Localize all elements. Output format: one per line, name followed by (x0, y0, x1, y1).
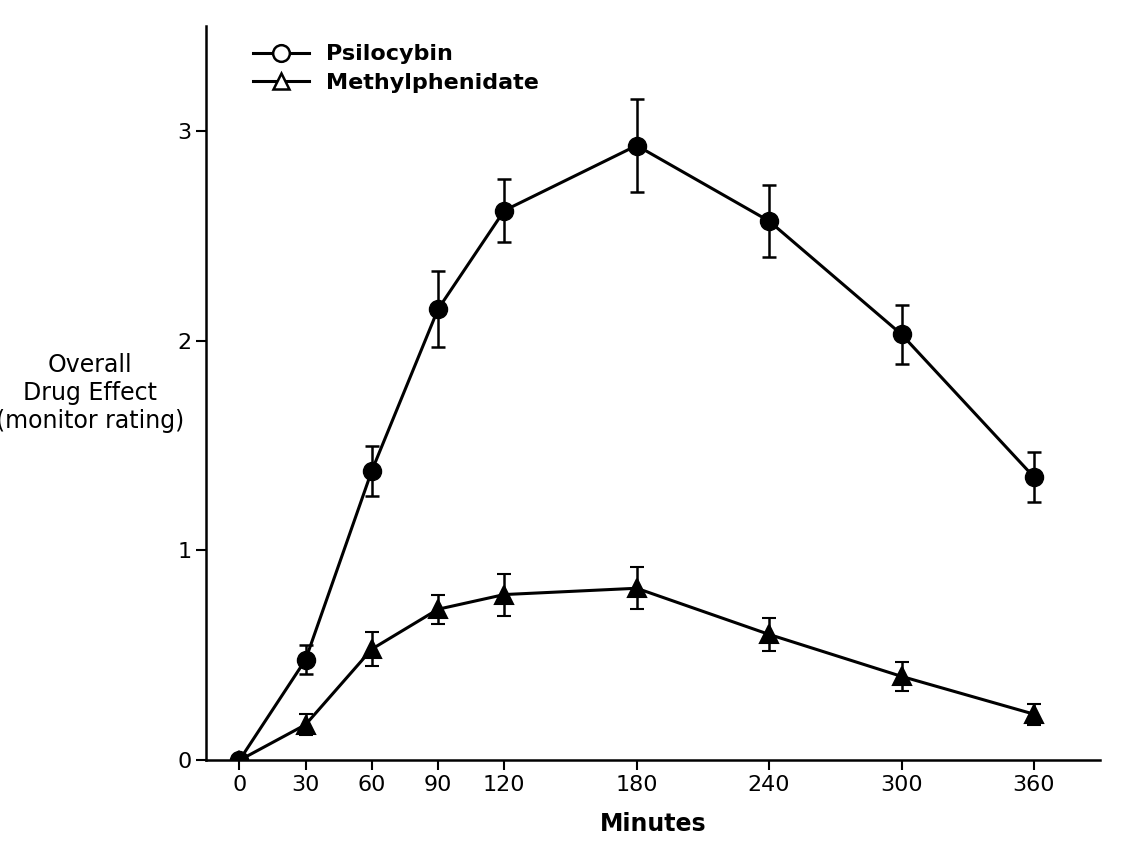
Legend: Psilocybin, Methylphenidate: Psilocybin, Methylphenidate (253, 44, 540, 93)
Text: Overall
Drug Effect
(monitor rating): Overall Drug Effect (monitor rating) (0, 353, 185, 433)
X-axis label: Minutes: Minutes (599, 811, 707, 835)
